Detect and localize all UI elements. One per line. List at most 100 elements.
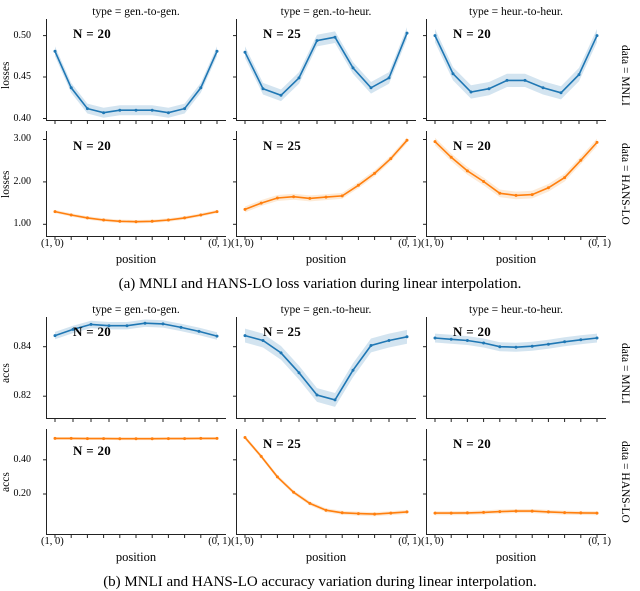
spacer [2, 3, 36, 19]
subplot-b-mnli-gen-to-heur: N = 25 [233, 317, 416, 429]
x-axis-label: position [115, 550, 157, 564]
spacer [616, 550, 634, 566]
caption-b: (b) MNLI and HANS-LO accuracy variation … [103, 574, 537, 590]
row-label-hanslo: data = HANS-LO [619, 143, 631, 225]
col-title-heur-to-heur: type = heur.-to-heur. [469, 304, 563, 316]
figure-b: type = gen.-to-gen. type = gen.-to-heur.… [0, 301, 640, 591]
subplot-a-mnli-gen-to-gen: N = 20 [43, 19, 226, 131]
subplot-b-mnli-gen-to-gen: N = 20 [43, 317, 226, 429]
sample-size-annotation: N = 20 [453, 26, 492, 41]
sample-size-annotation: N = 20 [73, 138, 112, 153]
col-title-gen-to-gen: type = gen.-to-gen. [92, 304, 180, 316]
y-tick-label: 0.45 [13, 71, 32, 83]
subplot-b-hanslo-heur-to-heur: N = 20 [423, 429, 606, 538]
figure-a: type = gen.-to-gen. type = gen.-to-heur.… [0, 3, 640, 293]
line-chart [423, 317, 606, 422]
spacer [616, 3, 634, 19]
line-chart [233, 429, 416, 538]
subplot-a-hanslo-gen-to-heur: N = 25 [233, 131, 416, 240]
line-chart [423, 19, 606, 124]
x-tick-left: (1, 0) [41, 238, 64, 249]
subplot-a-mnli-heur-to-heur: N = 20 [423, 19, 606, 131]
line-chart [43, 131, 226, 240]
spacer [616, 535, 634, 550]
x-tick-labels: (1, 0) (0, 1) [41, 237, 231, 252]
sample-size-annotation: N = 25 [263, 436, 302, 451]
y-axis-label-losses: losses [0, 61, 12, 89]
y-axis-losses-hanslo: losses 1.00 2.00 3.00 [0, 131, 36, 237]
sample-size-annotation: N = 20 [73, 443, 112, 458]
sample-size-annotation: N = 25 [263, 26, 302, 41]
spacer [616, 301, 634, 317]
row-label-hanslo: data = HANS-LO [619, 441, 631, 523]
y-tick-label: 1.00 [13, 218, 32, 230]
figure-a-grid: type = gen.-to-gen. type = gen.-to-heur.… [0, 3, 640, 268]
x-tick-right: (0, 1) [398, 238, 421, 249]
x-tick-left: (1, 0) [41, 536, 64, 547]
col-title-heur-to-heur: type = heur.-to-heur. [469, 6, 563, 18]
spacer [2, 301, 36, 317]
subplot-a-hanslo-heur-to-heur: N = 20 [423, 131, 606, 240]
y-axis-accs-mnli: accs 0.82 0.84 [0, 317, 36, 429]
x-axis-label: position [495, 550, 537, 564]
y-tick-label: 0.40 [13, 453, 32, 465]
x-tick-left: (1, 0) [421, 238, 444, 249]
x-tick-labels: (1, 0) (0, 1) [421, 535, 611, 550]
x-tick-labels: (1, 0) (0, 1) [41, 535, 231, 550]
figure-b-grid: type = gen.-to-gen. type = gen.-to-heur.… [0, 301, 640, 566]
spacer [2, 252, 36, 268]
line-chart [43, 429, 226, 538]
line-chart [423, 429, 606, 538]
subplot-a-hanslo-gen-to-gen: N = 20 [43, 131, 226, 240]
y-tick-label: 0.84 [13, 340, 32, 352]
y-axis-label-accs: accs [0, 472, 12, 492]
x-tick-left: (1, 0) [231, 536, 254, 547]
spacer [2, 237, 36, 252]
y-axis-label-accs: accs [0, 363, 12, 383]
subplot-b-mnli-heur-to-heur: N = 20 [423, 317, 606, 429]
sample-size-annotation: N = 20 [453, 138, 492, 153]
x-axis-label: position [305, 252, 347, 266]
y-axis-accs-hanslo: accs 0.20 0.40 [0, 429, 36, 535]
line-chart [43, 317, 226, 422]
x-tick-left: (1, 0) [421, 536, 444, 547]
sample-size-annotation: N = 20 [73, 324, 112, 339]
y-tick-label: 0.50 [13, 29, 32, 41]
caption-a: (a) MNLI and HANS-LO loss variation duri… [118, 276, 522, 292]
subplot-a-mnli-gen-to-heur: N = 25 [233, 19, 416, 131]
y-tick-label: 2.00 [13, 175, 32, 187]
line-chart [233, 131, 416, 240]
sample-size-annotation: N = 25 [263, 324, 302, 339]
col-title-gen-to-gen: type = gen.-to-gen. [92, 6, 180, 18]
x-tick-right: (0, 1) [588, 536, 611, 547]
line-chart [43, 19, 226, 124]
sample-size-annotation: N = 20 [453, 324, 492, 339]
spacer [2, 550, 36, 566]
line-chart [233, 317, 416, 422]
row-label-mnli: data = MNLI [619, 342, 631, 404]
spacer [616, 237, 634, 252]
y-tick-label: 3.00 [13, 133, 32, 145]
col-title-gen-to-heur: type = gen.-to-heur. [280, 304, 372, 316]
y-axis-label-losses: losses [0, 170, 12, 198]
x-tick-left: (1, 0) [231, 238, 254, 249]
x-tick-right: (0, 1) [398, 536, 421, 547]
y-tick-label: 0.82 [13, 390, 32, 402]
line-chart [233, 19, 416, 124]
x-tick-labels: (1, 0) (0, 1) [231, 237, 421, 252]
sample-size-annotation: N = 25 [263, 138, 302, 153]
sample-size-annotation: N = 20 [73, 26, 112, 41]
spacer [616, 252, 634, 268]
x-tick-right: (0, 1) [208, 238, 231, 249]
subplot-b-hanslo-gen-to-gen: N = 20 [43, 429, 226, 538]
line-chart [423, 131, 606, 240]
subplot-b-hanslo-gen-to-heur: N = 25 [233, 429, 416, 538]
x-axis-label: position [115, 252, 157, 266]
x-axis-label: position [495, 252, 537, 266]
spacer [2, 535, 36, 550]
col-title-gen-to-heur: type = gen.-to-heur. [280, 6, 372, 18]
row-label-mnli: data = MNLI [619, 44, 631, 106]
x-tick-right: (0, 1) [208, 536, 231, 547]
sample-size-annotation: N = 20 [453, 436, 492, 451]
